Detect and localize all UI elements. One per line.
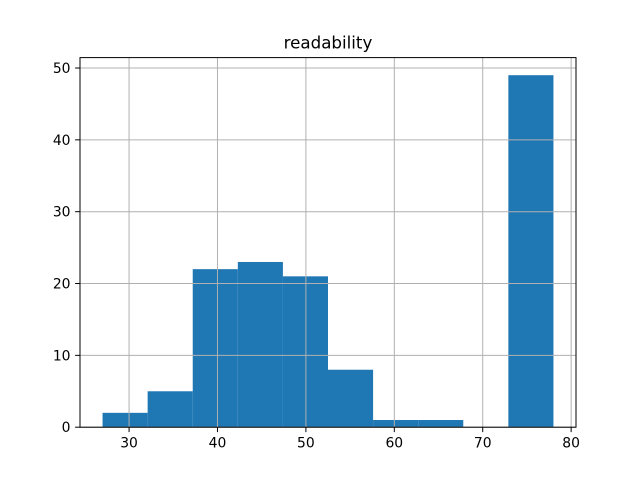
x-tick-label: 50 (297, 436, 315, 452)
y-tick-label: 10 (53, 348, 71, 364)
histogram-bar (418, 420, 464, 428)
y-tick-label: 0 (62, 420, 71, 436)
bars-group (102, 75, 554, 428)
histogram-bar (237, 261, 283, 428)
histogram-bar (508, 75, 554, 428)
axes-frame (79, 57, 577, 428)
x-tick-label: 30 (120, 436, 138, 452)
x-tick-label: 70 (474, 436, 492, 452)
histogram-bar (373, 420, 419, 428)
ticks-group (75, 67, 572, 433)
x-tick-label: 80 (562, 436, 580, 452)
histogram-bar (102, 412, 148, 428)
grid-group (80, 57, 576, 428)
tick-labels-group: 30 40 50 60 70 80 0 10 20 30 40 50 (53, 61, 580, 452)
histogram-bar (328, 369, 374, 428)
y-tick-label: 50 (53, 61, 71, 77)
y-tick-label: 20 (53, 276, 71, 292)
histogram-bar (192, 269, 238, 428)
x-tick-label: 40 (209, 436, 227, 452)
x-tick-label: 60 (385, 436, 403, 452)
y-tick-label: 30 (53, 205, 71, 221)
chart-title: readability (284, 33, 373, 53)
histogram-bar (147, 391, 193, 428)
y-tick-label: 40 (53, 133, 71, 149)
